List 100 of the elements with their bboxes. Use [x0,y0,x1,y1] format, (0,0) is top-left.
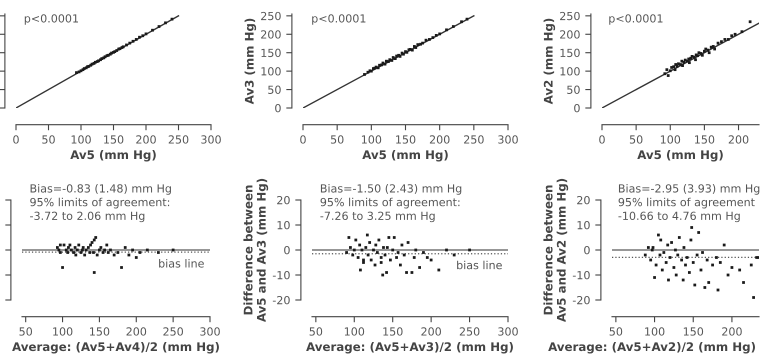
point [144,32,148,36]
point [151,28,154,32]
point [348,236,350,239]
point [360,248,364,252]
annotation: -7.26 to 3.25 mm Hg [320,212,435,222]
point [392,236,396,239]
x-tick-label: 50 [42,135,55,144]
annotation: p<0.0001 [609,14,662,25]
point [157,251,160,254]
point [676,254,680,256]
point [703,286,706,289]
point [660,268,664,272]
point [109,248,112,252]
point [364,246,368,249]
point [99,246,102,249]
x-tick-label: 100 [645,327,664,336]
point [422,251,425,254]
point [372,248,375,252]
point [98,248,101,252]
point [701,251,704,254]
point [377,238,380,242]
y-tick-label: 10 [278,220,290,230]
point [654,264,658,266]
point [132,40,134,43]
point [466,18,468,21]
y-tick-label: 50 [268,86,281,94]
point [359,268,362,272]
point [345,251,348,254]
annotation: 95% limits of agreement [618,198,755,208]
point [351,254,354,256]
x-tick-label: 250 [460,327,480,336]
point [89,244,92,246]
point [370,258,373,262]
point [428,38,431,41]
point [713,48,716,50]
x-tick-label: 50 [630,135,642,144]
point [726,38,730,41]
point [697,231,700,234]
point [58,251,62,254]
point [434,34,438,37]
point [128,254,130,256]
point [131,248,134,252]
point [742,281,745,284]
x-tick-label: 150 [104,135,124,144]
point [395,256,398,259]
annotation: p<0.0001 [312,14,366,25]
point [658,254,662,256]
point [62,244,66,246]
point [438,32,442,36]
point [412,256,416,259]
point [468,248,471,252]
point [684,264,687,266]
point [730,266,734,269]
x-tick-label: 100 [344,327,364,336]
x-tick-label: 0 [13,135,19,144]
y-tick-label: 150 [560,48,580,58]
annotation: -10.66 to 4.76 mm Hg [618,212,740,222]
y-tick-label: 250 [560,12,580,20]
point [387,236,390,239]
point [106,251,110,254]
point [711,264,714,266]
point [90,241,94,244]
x-tick-label: 200 [430,135,450,144]
point [75,71,78,74]
point [356,256,360,259]
x-tick-label: 250 [168,135,188,144]
point [667,278,670,282]
y-axis-title: Difference between Av5 and Av3 (mm Hg) [243,178,268,322]
point [694,58,697,62]
y-tick-label: 20 [577,196,590,204]
point [120,266,123,269]
x-axis-title: Av5 (mm Hg) [637,150,723,162]
y-tick-label: -10 [572,270,590,280]
point [690,238,692,242]
point [352,248,356,252]
point [680,258,684,262]
text: Bias=-0.83 (1.48) mm Hg [30,184,171,195]
x-axis-title: Av5 (mm Hg) [362,150,448,162]
point [57,248,60,252]
point [96,254,99,256]
x-tick-label: 50 [19,327,32,336]
point [112,254,116,256]
point [722,244,726,246]
point [56,246,59,249]
y-tick-label: 250 [261,12,281,20]
point [386,246,389,249]
point [672,266,676,269]
point [374,244,378,246]
x-tick-label: 200 [421,327,442,336]
point [726,274,730,276]
x-tick-label: 50 [610,327,622,336]
point [146,248,149,252]
point [58,244,62,246]
point [664,261,668,264]
point [715,256,718,259]
x-tick-label: 150 [383,327,403,336]
point [74,254,78,256]
point [84,248,88,252]
point [67,246,70,249]
point [692,56,696,59]
